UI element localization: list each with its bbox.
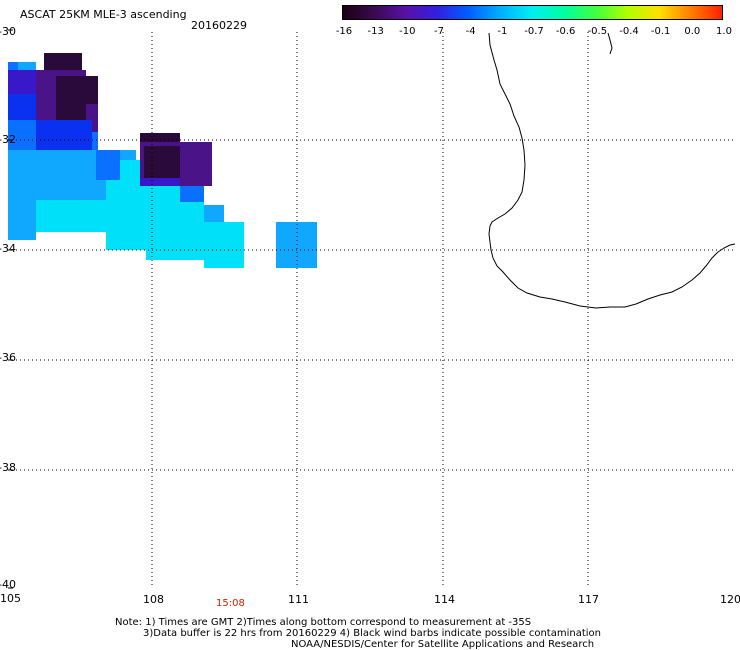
x-tick-label: 111	[288, 593, 309, 606]
coastline-north	[607, 32, 613, 55]
x-tick-label: 120	[720, 593, 740, 606]
map-date: 20160229	[191, 19, 247, 32]
y-tick-label: -30	[0, 25, 16, 38]
colorbar-label: -0.5	[587, 26, 608, 37]
colorbar-label: -0.4	[619, 26, 639, 37]
x-tick-label: 105	[0, 592, 21, 605]
wind-swath	[8, 53, 317, 268]
colorbar-label: -0.6	[555, 26, 576, 37]
y-tick-label: -38	[0, 461, 16, 474]
colorbar-label: -1	[497, 26, 508, 37]
colorbar-labels: -16 -13 -10 -7 -4 -1 -0.7 -0.6 -0.5 -0.4 -0.1 0.0 1.…	[330, 26, 740, 40]
coastline-australia	[488, 32, 736, 309]
colorbar	[342, 5, 723, 20]
colorbar-label: -7	[434, 26, 444, 37]
colorbar-label: -0.1	[650, 26, 671, 37]
colorbar-label: 1.0	[716, 26, 732, 37]
colorbar-label: -0.7	[524, 26, 544, 37]
y-tick-label: -36	[0, 351, 16, 364]
x-tick-label: 108	[143, 593, 164, 606]
map-title: ASCAT 25KM MLE-3 ascending	[20, 8, 187, 21]
colorbar-label: -13	[367, 26, 384, 37]
axis-ticks	[8, 29, 13, 589]
colorbar-label: -10	[399, 26, 416, 37]
colorbar-label: -16	[335, 26, 353, 37]
x-tick-label: 114	[434, 593, 455, 606]
swath-time-label: 15:08	[216, 598, 245, 609]
y-tick-label: -34	[0, 242, 16, 255]
y-tick-label: -32	[0, 133, 16, 146]
y-tick-label: -40	[0, 578, 16, 591]
note-line-2: 3)Data buffer is 22 hrs from 20160229 4)…	[143, 628, 601, 639]
colorbar-label: 0.0	[684, 26, 701, 37]
colorbar-label: -4	[465, 26, 476, 37]
note-line-3: NOAA/NESDIS/Center for Satellite Applica…	[291, 639, 595, 650]
note-line-1: Note: 1) Times are GMT 2)Times along bot…	[115, 617, 532, 628]
grid-lines	[8, 32, 735, 588]
x-tick-label: 117	[578, 593, 599, 606]
